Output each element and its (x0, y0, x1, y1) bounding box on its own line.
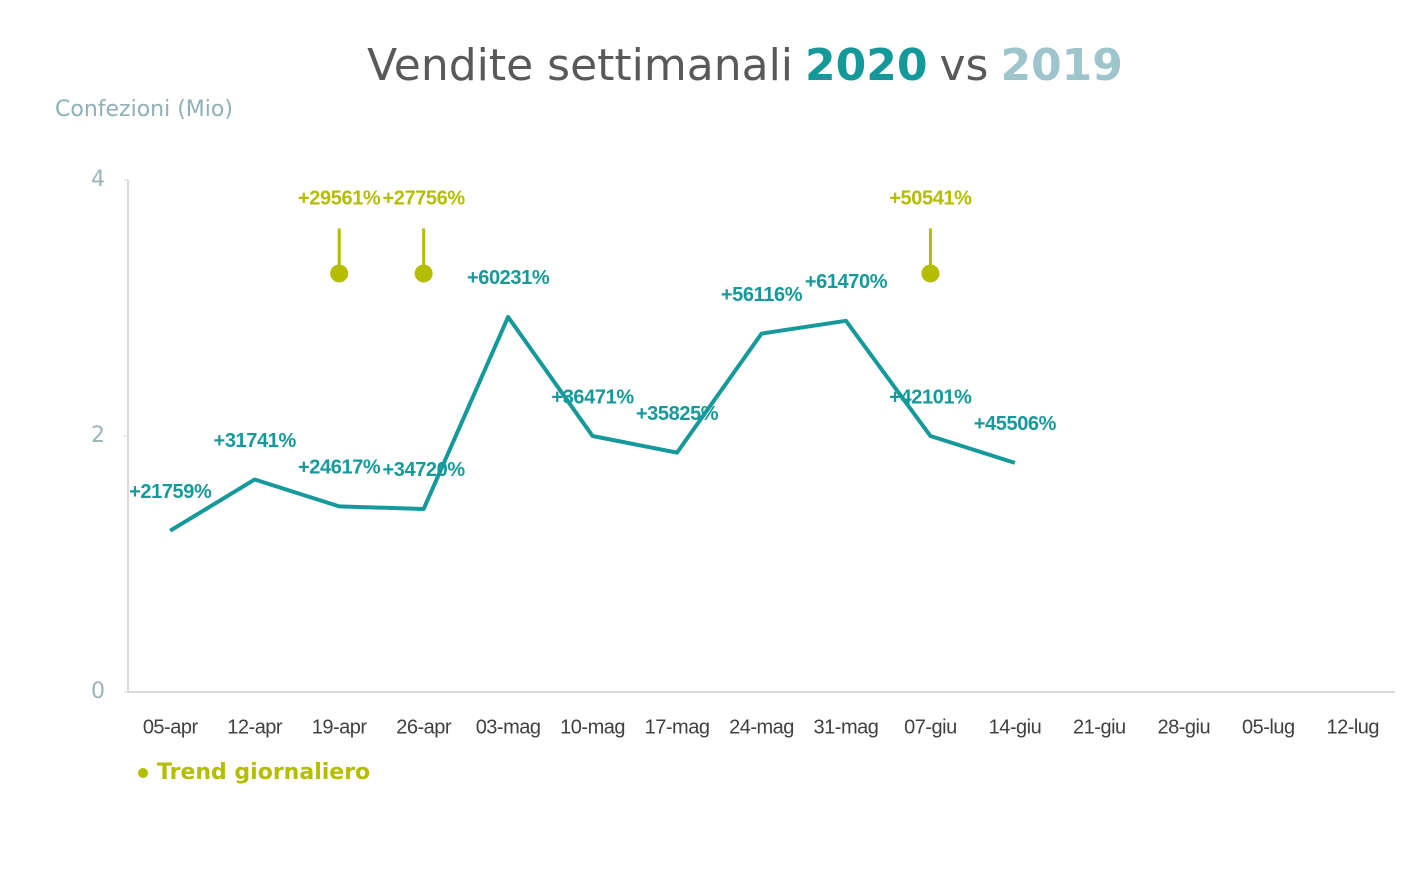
x-tick-label: 12-apr (227, 716, 283, 738)
data-label: +60231% (467, 267, 550, 289)
data-label: +36471% (551, 386, 634, 408)
y-tick-label: 2 (91, 423, 105, 448)
trend-label: +29561% (298, 188, 381, 210)
y-axis-label: Confezioni (Mio) (55, 97, 233, 122)
trend-marker (414, 264, 433, 283)
data-label: +56116% (721, 284, 803, 306)
x-tick-label: 26-apr (396, 716, 452, 738)
trend-marker (330, 264, 349, 283)
trend-marker (921, 264, 940, 283)
x-tick-label: 24-mag (729, 716, 794, 738)
data-label: +34720% (382, 459, 465, 481)
data-label: +31741% (214, 430, 297, 452)
data-label: +21759% (129, 481, 212, 503)
legend-dot (138, 768, 148, 778)
title-part: vs (939, 40, 988, 91)
x-tick-label: 05-apr (143, 716, 199, 738)
x-tick-label: 28-giu (1158, 716, 1211, 738)
data-label: +24617% (298, 457, 381, 479)
x-tick-label: 21-giu (1073, 716, 1126, 738)
title-part: 2019 (1000, 40, 1122, 91)
x-tick-label: 07-giu (904, 716, 957, 738)
data-label: +35825% (636, 403, 719, 425)
x-tick-label: 12-lug (1326, 716, 1379, 738)
legend-label: Trend giornaliero (157, 760, 370, 785)
data-label: +42101% (889, 386, 972, 408)
chart-title: Vendite settimanali 2020 vs 2019 (367, 40, 1123, 91)
x-tick-label: 14-giu (989, 716, 1042, 738)
line-series (169, 314, 1016, 533)
title-part: 2020 (805, 40, 927, 91)
trend-label: +27756% (382, 188, 465, 210)
x-tick-label: 05-lug (1242, 716, 1295, 738)
y-tick-label: 0 (91, 679, 105, 704)
data-label: +61470% (805, 271, 888, 293)
y-tick-label: 4 (91, 167, 105, 192)
title-part: Vendite settimanali (367, 40, 793, 91)
x-tick-label: 10-mag (560, 716, 625, 738)
x-tick-label: 17-mag (645, 716, 710, 738)
data-label: +45506% (974, 413, 1057, 435)
trend-label: +50541% (889, 188, 972, 210)
x-tick-label: 19-apr (312, 716, 368, 738)
x-tick-label: 03-mag (476, 716, 541, 738)
x-tick-label: 31-mag (814, 716, 879, 738)
